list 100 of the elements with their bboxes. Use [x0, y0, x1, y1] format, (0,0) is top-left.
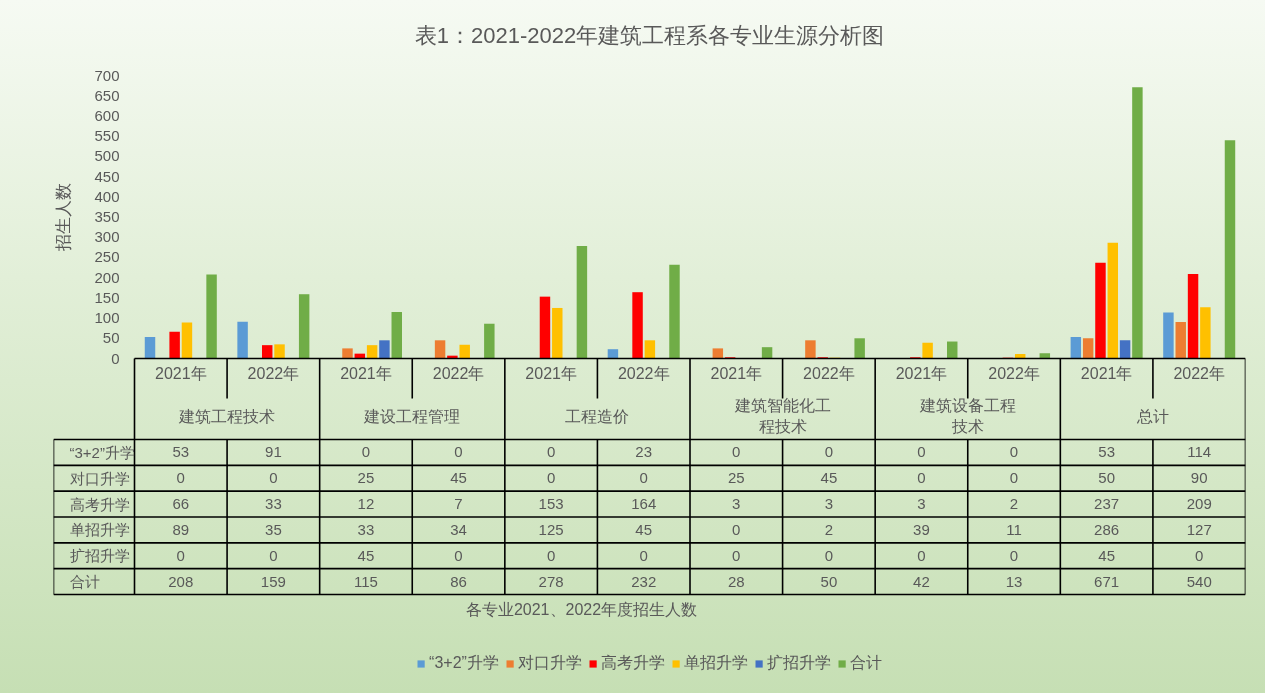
data-label: 3	[917, 495, 926, 513]
data-label: 45	[635, 520, 653, 538]
text: 对口升学	[69, 469, 130, 487]
data-label: 159	[260, 572, 286, 590]
data-label: 0	[824, 546, 834, 564]
data-label: 7	[454, 495, 463, 513]
x-tick-label: 2021年	[154, 365, 207, 382]
y-tick-label: 600	[94, 106, 120, 124]
y-tick-label: 700	[94, 66, 120, 84]
data-label: 90	[1190, 469, 1208, 487]
data-label: 671	[1094, 572, 1120, 590]
y-tick-label: 350	[94, 208, 120, 225]
data-label: 286	[1094, 520, 1120, 538]
data-label: 91	[265, 443, 282, 461]
data-label: 0	[639, 546, 648, 564]
data-label: 278	[538, 572, 564, 590]
x-tick-label: 2022年	[247, 365, 300, 382]
text: 建设工程管理	[363, 407, 461, 425]
data-label: 42	[913, 572, 930, 590]
data-label: 127	[1186, 520, 1212, 538]
chart-title: 表1：2021-2022年建筑工程系各专业生源分析图	[414, 22, 885, 48]
data-label: 33	[265, 495, 282, 513]
data-label: 53	[1098, 443, 1115, 461]
data-label: 125	[538, 520, 564, 538]
data-label: 35	[265, 520, 282, 538]
data-label: 0	[546, 443, 556, 461]
data-label: 39	[913, 520, 930, 538]
y-axis-title: 招生人数	[54, 183, 74, 252]
data-label: 0	[732, 443, 741, 461]
data-label: 0	[732, 520, 741, 538]
data-label: 53	[172, 443, 190, 461]
data-label: 3	[824, 495, 834, 513]
y-tick-label: 550	[94, 127, 120, 145]
data-label: 0	[1195, 546, 1204, 564]
data-label: 209	[1186, 495, 1212, 513]
data-label: 0	[917, 469, 926, 487]
data-label: 540	[1186, 572, 1212, 590]
data-label: 0	[824, 443, 834, 461]
data-label: 23	[635, 443, 653, 461]
data-label: 45	[450, 469, 467, 487]
legend-label: 扩招升学	[766, 653, 831, 673]
x-tick-label: 2022年	[988, 365, 1040, 382]
legend-label: 合计	[849, 653, 882, 673]
data-label: 45	[820, 469, 838, 487]
data-label: 0	[1009, 469, 1019, 487]
data-label: 25	[727, 469, 745, 487]
data-label: 0	[917, 546, 926, 564]
y-tick-label: 300	[94, 228, 120, 246]
x-tick-label: 2022年	[1173, 365, 1226, 382]
data-label: 0	[361, 443, 371, 461]
text: 各专业2021、2022年度招生人数	[465, 601, 698, 618]
data-label: 50	[820, 572, 838, 590]
x-tick-label: 2022年	[803, 365, 855, 382]
data-label: 0	[546, 546, 556, 564]
data-label: 2	[1009, 495, 1019, 513]
data-label: 115	[354, 572, 378, 590]
text: 合计	[69, 573, 100, 591]
data-label: 114	[1187, 443, 1212, 461]
data-label: 2	[824, 520, 834, 538]
data-label: 0	[1009, 546, 1019, 564]
data-label: 66	[172, 495, 190, 513]
data-label: 86	[450, 572, 467, 590]
data-label: 25	[357, 469, 375, 487]
text: 建筑设备工程技术	[918, 397, 1016, 435]
data-label: 34	[450, 520, 467, 538]
data-label: 0	[454, 546, 463, 564]
data-label: 0	[269, 546, 278, 564]
y-tick-label: 650	[94, 86, 120, 104]
data-label: 12	[357, 495, 375, 513]
x-tick-label: 2021年	[895, 365, 948, 382]
data-label: 50	[1098, 469, 1115, 487]
y-tick-label: 250	[94, 248, 120, 266]
text: 建筑智能化工程技术	[733, 397, 831, 435]
text: 工程造价	[565, 407, 630, 425]
data-label: 13	[1005, 572, 1023, 590]
x-tick-label: 2022年	[617, 365, 670, 382]
data-label: 0	[1009, 443, 1019, 461]
data-label: 45	[1098, 546, 1115, 564]
data-label: 232	[631, 572, 657, 590]
data-label: 89	[172, 520, 190, 538]
data-label: 28	[727, 572, 745, 590]
x-tick-label: 2021年	[340, 365, 392, 382]
legend-label: 对口升学	[517, 653, 582, 673]
data-label: 33	[357, 520, 375, 538]
text: 总计	[1135, 407, 1169, 425]
data-label: 45	[357, 546, 375, 564]
y-tick-label: 450	[94, 167, 120, 185]
data-label: 153	[538, 495, 564, 513]
legend-label: 高考升学	[600, 653, 665, 673]
y-tick-label: 150	[94, 288, 120, 306]
data-label: 0	[269, 469, 278, 487]
x-tick-label: 2021年	[1080, 365, 1133, 382]
legend-label: “3+2”升学	[429, 653, 499, 673]
legend-label: 单招升学	[683, 653, 748, 673]
data-label: 0	[176, 469, 185, 487]
text: “3+2”升学	[69, 443, 135, 461]
x-tick-label: 2021年	[710, 365, 763, 382]
y-tick-label: 100	[94, 309, 120, 327]
text: 建筑工程技术	[178, 407, 276, 425]
data-label: 164	[631, 495, 657, 513]
